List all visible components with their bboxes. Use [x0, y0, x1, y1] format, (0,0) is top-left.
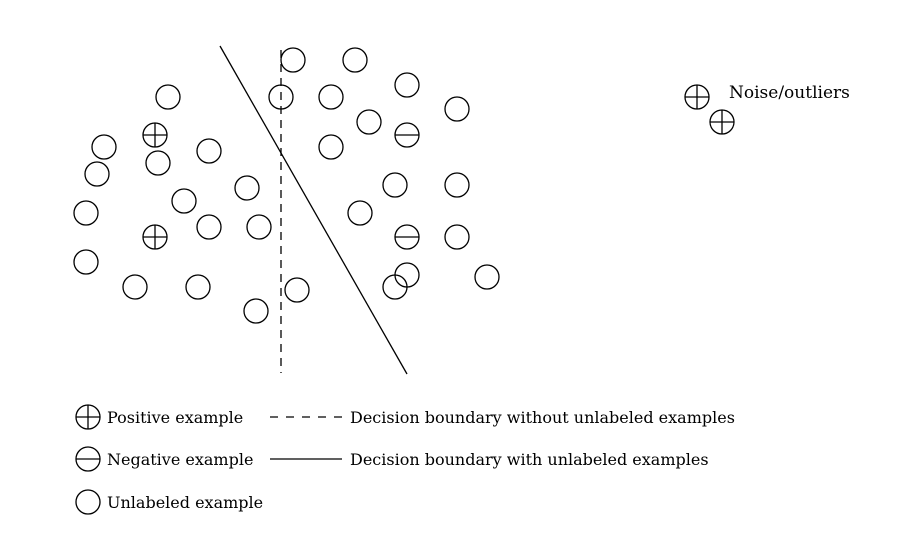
unlabeled-example-point: [382, 274, 408, 300]
negative-example-point: [394, 224, 420, 250]
outlier-positive-point: [709, 109, 735, 135]
unlabeled-example-point: [155, 84, 181, 110]
unlabeled-example-point: [444, 224, 470, 250]
legend-boundary-without-label: Decision boundary without unlabeled exam…: [350, 408, 735, 427]
legend-unlabeled-symbol: [75, 489, 101, 515]
legend: Positive example Negative example Unlabe…: [75, 404, 735, 515]
legend-positive-label: Positive example: [107, 408, 243, 427]
unlabeled-example-point: [243, 298, 269, 324]
unlabeled-example-point: [347, 200, 373, 226]
unlabeled-example-point: [356, 109, 382, 135]
unlabeled-example-point: [284, 277, 310, 303]
outlier-positive-point: [684, 84, 710, 110]
unlabeled-example-point: [318, 84, 344, 110]
unlabeled-example-point: [318, 134, 344, 160]
data-points: [73, 47, 500, 324]
legend-positive-symbol: [75, 404, 101, 430]
legend-negative-symbol: [75, 446, 101, 472]
boundary-with-unlabeled: [219, 45, 408, 375]
unlabeled-example-point: [122, 274, 148, 300]
positive-example-point: [142, 224, 168, 250]
unlabeled-example-point: [145, 150, 171, 176]
unlabeled-example-point: [73, 200, 99, 226]
unlabeled-example-point: [196, 138, 222, 164]
unlabeled-example-point: [268, 84, 294, 110]
unlabeled-example-point: [185, 274, 211, 300]
unlabeled-example-point: [171, 188, 197, 214]
legend-negative-label: Negative example: [107, 450, 253, 469]
unlabeled-example-point: [444, 172, 470, 198]
unlabeled-example-point: [73, 249, 99, 275]
unlabeled-example-point: [280, 47, 306, 73]
negative-example-point: [394, 122, 420, 148]
unlabeled-example-point: [444, 96, 470, 122]
noise-outliers-label: Noise/outliers: [729, 83, 850, 103]
noise-outliers: [684, 84, 735, 135]
legend-boundary-with-label: Decision boundary with unlabeled example…: [350, 450, 709, 469]
unlabeled-example-point: [382, 172, 408, 198]
unlabeled-example-point: [196, 214, 222, 240]
unlabeled-example-point: [246, 214, 272, 240]
unlabeled-example-point: [234, 175, 260, 201]
unlabeled-example-point: [84, 161, 110, 187]
unlabeled-example-point: [91, 134, 117, 160]
unlabeled-example-point: [394, 72, 420, 98]
positive-example-point: [142, 122, 168, 148]
legend-unlabeled-label: Unlabeled example: [107, 493, 263, 512]
unlabeled-example-point: [474, 264, 500, 290]
unlabeled-example-point: [342, 47, 368, 73]
